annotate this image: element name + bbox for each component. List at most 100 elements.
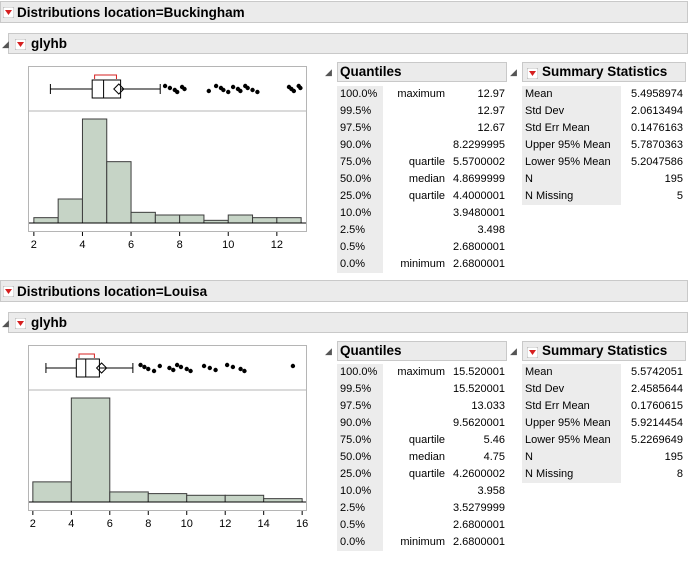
disclosure-icon[interactable]: ◢ [2, 318, 9, 328]
x-tick-label: 4 [79, 239, 85, 251]
menu-red-triangle-icon[interactable] [15, 39, 26, 50]
quantiles-table-2: 100.0% maximum 15.520001 99.5% 15.520001 97.5… [337, 364, 507, 552]
outlier-point [238, 88, 243, 94]
summary-label: Std Dev [522, 381, 621, 398]
menu-red-triangle-icon[interactable] [527, 68, 538, 79]
quantile-pct: 50.0% [337, 171, 383, 188]
shortest-half-bracket [78, 353, 95, 358]
histogram-bar [33, 217, 59, 224]
variable-header-glyhb-1[interactable]: ◢ glyhb [2, 33, 688, 54]
summary-label: Lower 95% Mean [522, 432, 621, 449]
mean-diamond [113, 83, 125, 95]
disclosure-icon[interactable]: ◢ [510, 67, 517, 77]
quantiles-header-2[interactable]: ◢ Quantiles [325, 341, 507, 361]
quantile-label [383, 483, 445, 500]
outlier-point [255, 89, 260, 95]
quantile-label [383, 517, 445, 534]
summary-value: 8 [676, 468, 683, 480]
quantile-pct: 25.0% [337, 466, 383, 483]
quantile-value: 3.958 [477, 485, 505, 497]
outlier-point [162, 83, 168, 89]
summary-label: Mean [522, 364, 621, 381]
quantile-pct: 90.0% [337, 137, 383, 154]
menu-red-triangle-icon[interactable] [527, 347, 538, 358]
quantile-value: 12.97 [477, 88, 505, 100]
quantile-value: 8.2299995 [453, 139, 505, 151]
quantile-label [383, 222, 445, 239]
menu-red-triangle-icon[interactable] [3, 7, 14, 18]
quantile-pct: 97.5% [337, 120, 383, 137]
quantile-label: median [408, 451, 445, 463]
histogram-bar [252, 217, 278, 224]
outlier-point [291, 88, 297, 94]
outlier-point [245, 85, 250, 91]
summary-value: 5.9214454 [631, 417, 683, 429]
summary-title: Summary Statistics [542, 343, 668, 358]
outlier-point [221, 87, 226, 93]
histogram-bar [227, 214, 254, 224]
quantile-label: quartile [408, 156, 445, 168]
quantile-pct: 0.5% [337, 517, 383, 534]
box-iqr [91, 79, 122, 99]
outlier-point [167, 365, 172, 371]
summary-label: Std Dev [522, 103, 621, 120]
quantile-value: 2.6800001 [453, 241, 505, 253]
quantile-pct: 0.5% [337, 239, 383, 256]
x-tick-label: 4 [68, 518, 74, 530]
summary-value: 2.0613494 [631, 105, 683, 117]
summary-value: 0.1760615 [631, 400, 683, 412]
variable-header-glyhb-2[interactable]: ◢ glyhb [2, 312, 688, 333]
quantile-label: quartile [408, 190, 445, 202]
quantile-value: 15.520001 [453, 366, 505, 378]
histogram-chart-2 [29, 353, 306, 503]
quantile-label: median [408, 173, 445, 185]
variable-title: glyhb [31, 315, 67, 330]
x-tick-label: 6 [107, 518, 113, 530]
menu-red-triangle-icon[interactable] [15, 318, 26, 329]
histogram-chart-1 [29, 74, 306, 224]
disclosure-icon[interactable]: ◢ [325, 346, 332, 356]
quantile-value: 4.75 [483, 451, 505, 463]
histogram-bar [147, 493, 188, 503]
summary-header-1[interactable]: ◢ Summary Statistics [510, 62, 686, 82]
quantile-value: 3.5279999 [453, 502, 505, 514]
histogram-bar [81, 118, 108, 224]
x-tick-label: 12 [271, 239, 283, 251]
summary-label: N Missing [522, 188, 621, 205]
menu-red-triangle-icon[interactable] [3, 286, 14, 297]
quantile-pct: 75.0% [337, 432, 383, 449]
histogram-bar [130, 211, 156, 224]
disclosure-icon[interactable]: ◢ [2, 39, 9, 49]
outlier-point [207, 365, 213, 371]
summary-header-2[interactable]: ◢ Summary Statistics [510, 341, 686, 361]
x-tick-label: 10 [181, 518, 193, 530]
outlier-point [226, 89, 231, 95]
quantile-label [383, 500, 445, 517]
quantile-value: 3.498 [477, 224, 505, 236]
section-header-buckingham[interactable]: Distributions location=Buckingham [0, 1, 688, 23]
x-tick-label: 8 [177, 239, 183, 251]
histogram-bar [263, 498, 303, 503]
outlier-point [298, 85, 303, 91]
outlier-point [242, 368, 247, 374]
quantile-label: maximum [397, 88, 445, 100]
summary-value: 5.5742051 [631, 366, 683, 378]
disclosure-icon[interactable]: ◢ [325, 67, 332, 77]
summary-value: 5.4958974 [631, 88, 683, 100]
histogram-bar [32, 481, 72, 503]
quantile-label [383, 239, 445, 256]
quantiles-header-1[interactable]: ◢ Quantiles [325, 62, 507, 82]
quantile-value: 12.67 [477, 122, 505, 134]
outlier-point [201, 363, 207, 369]
summary-label: Upper 95% Mean [522, 415, 621, 432]
quantile-value: 13.033 [471, 400, 505, 412]
quantile-label [383, 398, 445, 415]
summary-title: Summary Statistics [542, 64, 668, 79]
x-tick-label: 8 [145, 518, 151, 530]
histogram-bar [179, 214, 205, 224]
quantile-value: 4.8699999 [453, 173, 505, 185]
quantile-pct: 50.0% [337, 449, 383, 466]
disclosure-icon[interactable]: ◢ [510, 346, 517, 356]
section-header-louisa[interactable]: Distributions location=Louisa [0, 280, 688, 302]
histogram-bar [70, 397, 111, 503]
